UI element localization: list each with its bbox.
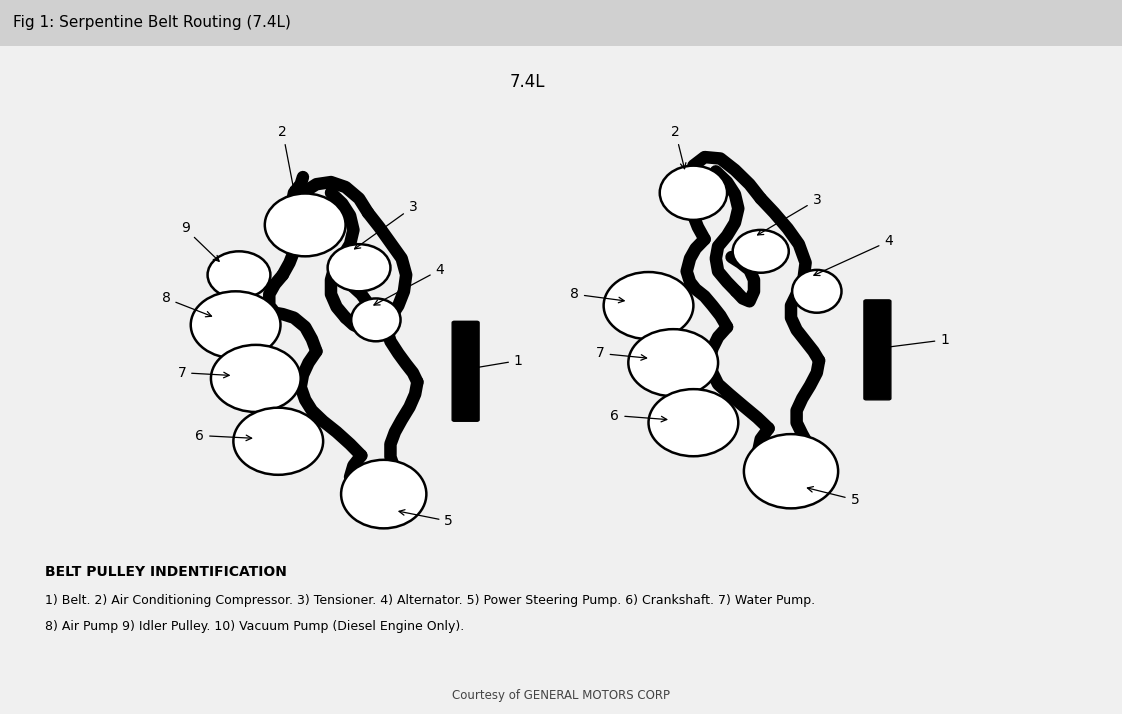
- Text: 6: 6: [195, 428, 251, 443]
- FancyBboxPatch shape: [864, 300, 891, 400]
- Ellipse shape: [649, 389, 738, 456]
- Text: 1: 1: [459, 353, 523, 373]
- Ellipse shape: [744, 434, 838, 508]
- Text: Courtesy of GENERAL MOTORS CORP: Courtesy of GENERAL MOTORS CORP: [452, 689, 670, 702]
- Text: Fig 1: Serpentine Belt Routing (7.4L): Fig 1: Serpentine Belt Routing (7.4L): [13, 15, 292, 31]
- Ellipse shape: [233, 408, 323, 475]
- Ellipse shape: [211, 345, 301, 412]
- FancyBboxPatch shape: [452, 321, 479, 421]
- Ellipse shape: [265, 193, 346, 256]
- Text: 8) Air Pump 9) Idler Pulley. 10) Vacuum Pump (Diesel Engine Only).: 8) Air Pump 9) Idler Pulley. 10) Vacuum …: [45, 620, 465, 633]
- Text: 7: 7: [596, 346, 646, 361]
- Text: 1: 1: [871, 333, 949, 351]
- Ellipse shape: [341, 460, 426, 528]
- Text: BELT PULLEY INDENTIFICATION: BELT PULLEY INDENTIFICATION: [45, 565, 287, 580]
- Ellipse shape: [733, 230, 789, 273]
- Text: 5: 5: [808, 487, 859, 507]
- Text: 5: 5: [399, 510, 453, 528]
- Ellipse shape: [604, 272, 693, 339]
- Text: 6: 6: [610, 408, 666, 423]
- Ellipse shape: [191, 291, 280, 358]
- Ellipse shape: [208, 251, 270, 298]
- Text: 8: 8: [162, 291, 212, 317]
- Ellipse shape: [792, 270, 842, 313]
- Ellipse shape: [660, 166, 727, 220]
- Text: 4: 4: [813, 234, 893, 276]
- Bar: [0, 0, 1122, 46]
- Text: 8: 8: [570, 287, 624, 303]
- Text: 7.4L: 7.4L: [509, 73, 545, 91]
- Text: 3: 3: [757, 193, 821, 235]
- Text: 4: 4: [374, 263, 444, 305]
- Text: 1) Belt. 2) Air Conditioning Compressor. 3) Tensioner. 4) Alternator. 5) Power S: 1) Belt. 2) Air Conditioning Compressor.…: [45, 594, 815, 607]
- Text: 2: 2: [671, 125, 686, 169]
- Text: 7: 7: [177, 366, 229, 380]
- Text: 2: 2: [278, 125, 296, 192]
- Text: 9: 9: [181, 221, 219, 261]
- Ellipse shape: [328, 244, 390, 291]
- Text: 3: 3: [355, 200, 417, 249]
- Ellipse shape: [628, 329, 718, 396]
- Ellipse shape: [351, 298, 401, 341]
